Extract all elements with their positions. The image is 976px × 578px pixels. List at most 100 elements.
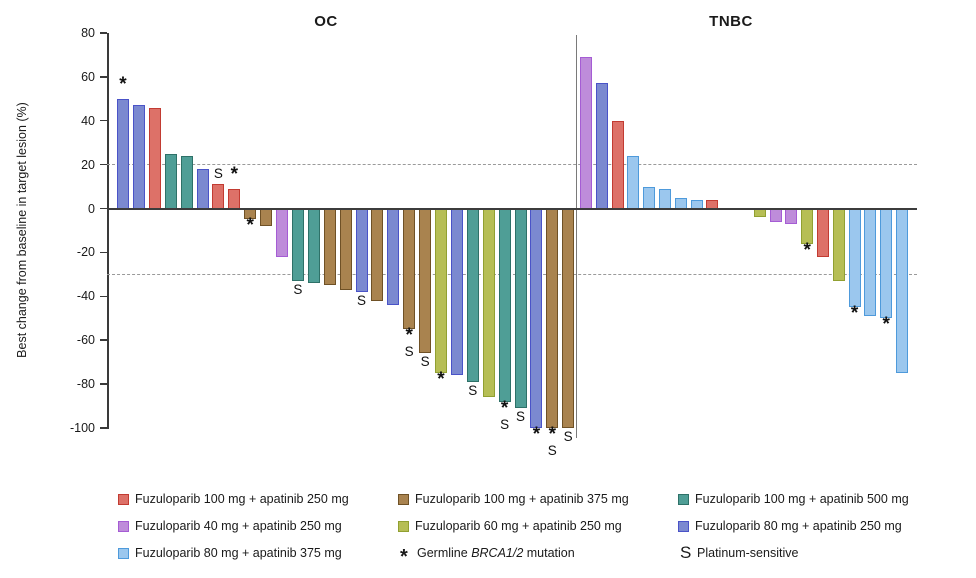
bar (339, 208, 352, 290)
bar (387, 208, 400, 306)
bar (196, 169, 209, 209)
brca-marker-glyph: * (400, 546, 408, 568)
group-title-oc: OC (314, 13, 338, 30)
bar (880, 208, 893, 319)
bar (627, 155, 640, 209)
y-tick-label: 60 (81, 69, 95, 84)
bar (817, 208, 829, 257)
bar (307, 208, 320, 284)
legend-label: Fuzuloparib 40 mg + apatinib 250 mg (135, 519, 342, 533)
bar (435, 208, 447, 374)
y-tick (100, 76, 107, 78)
y-tick-label: 40 (81, 113, 95, 128)
bar (643, 186, 656, 209)
bar (801, 208, 814, 244)
y-tick-label: -20 (76, 245, 95, 260)
reference-line (107, 164, 917, 166)
y-tick (100, 427, 107, 429)
legend-swatch (118, 548, 129, 559)
legend-marker-label-part: mutation (523, 546, 575, 560)
bar (403, 208, 416, 330)
y-tick-label: 20 (81, 157, 95, 172)
platinum-sensitive-marker: S (468, 382, 478, 398)
bar (466, 208, 479, 382)
bar (848, 208, 861, 308)
bar (611, 120, 624, 209)
bar (276, 208, 288, 257)
bar (769, 208, 782, 222)
brca-mutation-marker: * (405, 325, 413, 347)
bar (530, 208, 543, 428)
brca-mutation-marker: * (850, 303, 859, 325)
platinum-sensitive-marker: S (356, 292, 366, 308)
reference-line (107, 273, 917, 275)
bar (212, 184, 225, 209)
y-tick (100, 207, 107, 210)
bar (482, 208, 495, 398)
bar (323, 208, 336, 286)
y-tick (100, 163, 107, 166)
y-tick-label: -60 (76, 333, 95, 348)
platinum-sensitive-marker: S (547, 442, 557, 458)
brca-mutation-marker: * (882, 314, 890, 336)
platinum-marker-glyph: S (680, 543, 692, 562)
bar (260, 208, 273, 227)
bar (562, 208, 575, 428)
y-tick (100, 251, 107, 254)
platinum-sensitive-marker: S (563, 428, 573, 444)
y-tick-label: 0 (88, 201, 95, 216)
platinum-sensitive-marker: S (293, 281, 303, 297)
bar (674, 197, 687, 209)
bar (498, 208, 511, 402)
zero-baseline (107, 207, 917, 210)
legend-swatch (118, 521, 129, 532)
cohort-separator-line (576, 35, 578, 438)
platinum-sensitive-marker: S (213, 166, 223, 182)
brca-mutation-marker: * (532, 423, 541, 445)
y-tick-label: -40 (76, 289, 95, 304)
bar (864, 208, 877, 317)
bar (896, 208, 908, 374)
bar (753, 208, 766, 218)
y-tick (100, 119, 107, 122)
legend-label: Fuzuloparib 80 mg + apatinib 250 mg (695, 519, 902, 533)
legend-marker-label-part: Platinum-sensitive (697, 546, 799, 560)
bar (659, 188, 671, 209)
bar (148, 107, 161, 209)
bar (690, 199, 703, 209)
bar (546, 208, 559, 428)
y-tick-label: -100 (69, 420, 95, 435)
y-tick (100, 339, 107, 341)
bar (180, 155, 193, 209)
bar (450, 208, 463, 376)
platinum-sensitive-marker: S (420, 354, 430, 370)
bar (244, 208, 257, 220)
brca-mutation-marker: * (246, 215, 254, 237)
legend-label: Fuzuloparib 100 mg + apatinib 500 mg (695, 492, 909, 506)
legend-marker-label-part: Germline (417, 546, 472, 560)
y-tick-label: -80 (76, 377, 95, 392)
brca-mutation-marker: * (437, 369, 445, 391)
bar (371, 208, 384, 301)
bar (117, 98, 129, 209)
bar (291, 208, 304, 281)
brca-mutation-marker: * (548, 423, 556, 445)
legend-swatch (398, 521, 409, 532)
platinum-sensitive-marker: S (515, 409, 525, 425)
platinum-sensitive-marker: S (500, 416, 510, 432)
bar (514, 208, 527, 409)
bar (419, 208, 432, 354)
y-tick (100, 383, 107, 385)
bar (164, 153, 177, 209)
brca-mutation-marker: * (803, 239, 811, 261)
legend-swatch (398, 494, 409, 505)
bar (228, 188, 241, 209)
legend-marker-label: Germline BRCA1/2 mutation (417, 546, 575, 560)
legend-swatch (118, 494, 129, 505)
legend-label: Fuzuloparib 100 mg + apatinib 250 mg (135, 492, 349, 506)
bar (595, 83, 608, 209)
legend-label: Fuzuloparib 100 mg + apatinib 375 mg (415, 492, 629, 506)
legend-marker-label-part: BRCA1/2 (471, 546, 524, 560)
